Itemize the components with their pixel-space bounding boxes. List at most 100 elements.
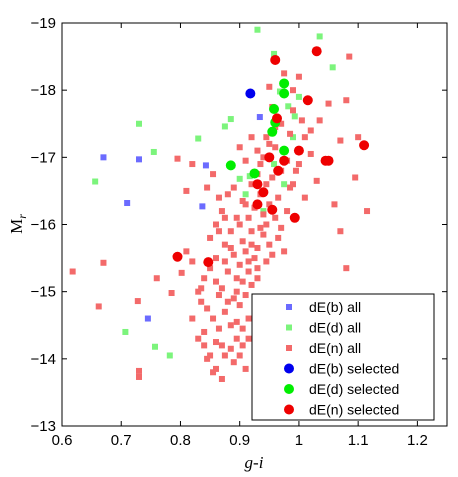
- point-de-n-all-127: [263, 134, 270, 141]
- point-de-n-all-111: [213, 278, 219, 285]
- point-de-n-all-63: [313, 177, 320, 184]
- point-de-n-selected-7: [252, 179, 263, 190]
- point-de-n-all-99: [245, 214, 252, 221]
- point-de-n-all-151: [245, 335, 252, 342]
- point-de-n-all-13: [201, 328, 208, 335]
- point-de-n-all-149: [233, 318, 240, 325]
- x-tick-label-6: 1.2: [407, 432, 428, 449]
- point-de-n-all-144: [227, 245, 234, 252]
- point-de-n-all-36: [254, 245, 261, 252]
- point-de-n-all-75: [266, 83, 273, 90]
- point-de-n-all-90: [230, 295, 237, 302]
- point-de-n-all-98: [239, 197, 246, 204]
- legend-items: dE(b) all dE(d) all dE(n) all dE(b) selecte…: [284, 299, 399, 418]
- point-de-n-all-81: [183, 248, 190, 255]
- legend-label-2: dE(n) all: [309, 340, 361, 356]
- legend: dE(b) all dE(d) all dE(n) all dE(b) selecte…: [251, 293, 435, 421]
- point-de-d-all-2: [151, 343, 158, 350]
- point-de-n-all-5: [136, 373, 142, 380]
- point-de-n-all-136: [242, 157, 249, 164]
- point-de-n-all-39: [266, 241, 273, 248]
- point-de-n-all-44: [213, 221, 219, 228]
- point-de-d-all-0: [92, 178, 99, 185]
- point-de-n-all-53: [260, 154, 267, 161]
- point-de-n-all-3: [134, 298, 141, 305]
- point-de-n-all-143: [221, 258, 228, 265]
- point-de-n-all-10: [183, 187, 190, 194]
- point-de-n-selected-12: [293, 145, 304, 156]
- legend-marker-4: [284, 384, 294, 394]
- point-de-n-all-104: [275, 194, 282, 201]
- point-de-n-selected-11: [289, 212, 300, 223]
- point-de-n-selected-3: [272, 113, 283, 124]
- point-de-d-all-15: [291, 113, 298, 120]
- point-de-n-all-96: [227, 228, 234, 235]
- point-de-n-all-148: [242, 365, 249, 372]
- legend-marker-1: [286, 324, 292, 331]
- point-de-n-all-82: [189, 258, 196, 265]
- point-de-n-all-147: [213, 339, 219, 346]
- point-de-n-all-118: [254, 265, 261, 272]
- point-de-n-all-43: [207, 234, 214, 241]
- point-de-n-all-146: [207, 352, 214, 359]
- point-de-n-all-20: [239, 342, 246, 349]
- legend-marker-3: [284, 363, 294, 374]
- point-de-n-all-27: [224, 268, 231, 275]
- point-de-n-all-42: [284, 208, 291, 215]
- point-de-n-all-60: [295, 161, 302, 168]
- point-de-n-all-119: [257, 224, 264, 231]
- legend-label-1: dE(d) all: [309, 320, 361, 336]
- point-de-n-all-93: [248, 281, 255, 288]
- point-de-n-all-87: [215, 325, 222, 332]
- point-de-n-all-62: [307, 150, 314, 157]
- point-de-d-selected-0: [279, 78, 290, 89]
- point-de-n-all-4: [136, 367, 142, 374]
- point-de-n-all-19: [233, 335, 240, 342]
- point-de-n-all-6: [153, 275, 160, 282]
- point-de-b-all-1: [136, 156, 142, 163]
- point-de-n-all-114: [233, 288, 240, 295]
- point-de-n-all-107: [230, 359, 237, 366]
- y-tick-labels: −13 −14 −15 −16 −17 −18 −19: [31, 15, 56, 435]
- legend-label-4: dE(d) selected: [309, 381, 399, 397]
- point-de-n-all-38: [263, 221, 270, 228]
- data-points: [69, 26, 371, 382]
- point-de-n-selected-2: [302, 95, 313, 106]
- point-de-n-all-50: [248, 181, 255, 188]
- point-de-n-all-134: [290, 87, 296, 94]
- point-de-n-all-33: [245, 268, 252, 275]
- point-de-n-all-1: [95, 303, 102, 310]
- point-de-n-all-86: [210, 315, 217, 322]
- point-de-n-all-66: [331, 201, 338, 208]
- y-tick-label-1: −14: [31, 351, 56, 368]
- point-de-n-all-88: [221, 352, 228, 359]
- point-de-n-all-54: [266, 140, 273, 147]
- point-de-b-all-0: [100, 154, 107, 161]
- point-de-n-all-138: [204, 184, 211, 191]
- point-de-n-selected-9: [267, 204, 278, 215]
- legend-marker-2: [286, 345, 292, 351]
- point-de-n-all-48: [236, 221, 243, 228]
- point-de-b-all-5: [199, 203, 206, 210]
- point-de-n-all-22: [195, 288, 202, 295]
- point-de-n-all-17: [221, 308, 228, 315]
- point-de-n-all-29: [233, 275, 240, 282]
- point-de-d-all-22: [290, 134, 296, 141]
- point-de-d-all-14: [285, 103, 292, 110]
- point-de-n-all-59: [290, 107, 296, 114]
- point-de-n-all-49: [242, 201, 249, 208]
- point-de-n-all-52: [257, 161, 264, 168]
- point-de-n-selected-6: [279, 155, 290, 166]
- point-de-n-all-34: [248, 228, 255, 235]
- point-de-n-all-131: [301, 194, 308, 201]
- point-de-d-selected-7: [249, 168, 260, 179]
- point-de-n-all-2: [100, 259, 107, 266]
- point-de-n-all-130: [290, 181, 296, 188]
- point-de-b-all-2: [124, 200, 131, 207]
- x-tick-label-0: 0.6: [52, 432, 73, 449]
- point-de-n-all-115: [239, 278, 246, 285]
- point-de-n-all-125: [260, 211, 267, 218]
- point-de-n-all-123: [281, 248, 288, 255]
- point-de-d-all-9: [236, 175, 243, 182]
- point-de-n-all-121: [269, 251, 276, 258]
